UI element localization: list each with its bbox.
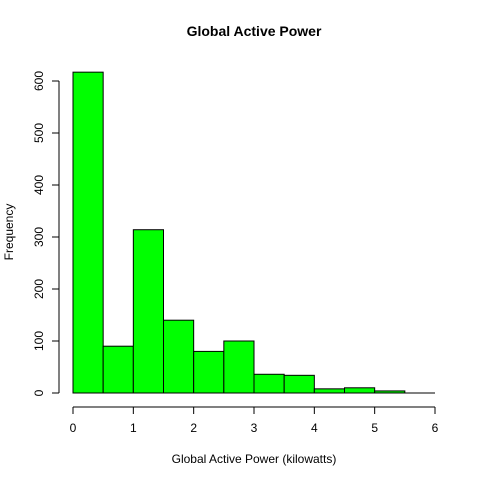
- histogram-bar-1: [102, 345, 134, 394]
- x-axis-label: Global Active Power (kilowatts): [172, 452, 337, 466]
- y-tick-label: 0: [32, 389, 46, 396]
- chart-title: Global Active Power: [187, 23, 322, 39]
- y-axis-label: Frequency: [2, 204, 16, 261]
- y-tick-label: 300: [32, 227, 46, 247]
- y-tick-label: 500: [32, 123, 46, 143]
- histogram-bar-7: [283, 374, 315, 394]
- x-axis: 0 1 2 3 4 5 6: [70, 406, 439, 435]
- histogram-bar-9: [344, 387, 376, 394]
- x-tick-label: 1: [130, 421, 137, 435]
- x-tick-label: 6: [432, 421, 439, 435]
- histogram-bar-0: [72, 71, 104, 394]
- histogram-bar-8: [313, 388, 346, 394]
- histogram-bar-5: [223, 340, 255, 394]
- histogram-bar-6: [253, 373, 285, 394]
- histogram-bar-10: [374, 390, 406, 394]
- y-axis: 0 100 200 300 400 500 600: [32, 71, 60, 396]
- x-tick-label: 0: [70, 421, 77, 435]
- histogram-bar-2: [132, 229, 164, 394]
- histogram-bar-3: [163, 319, 195, 394]
- x-tick-label: 2: [190, 421, 197, 435]
- histogram-bars: [72, 71, 435, 394]
- y-tick-label: 400: [32, 175, 46, 195]
- x-tick-label: 5: [371, 421, 378, 435]
- y-tick-label: 200: [32, 279, 46, 299]
- x-tick-label: 3: [251, 421, 258, 435]
- x-tick-label: 4: [311, 421, 318, 435]
- histogram-bar-4: [193, 350, 225, 394]
- y-tick-label: 600: [32, 71, 46, 91]
- y-tick-label: 100: [32, 331, 46, 351]
